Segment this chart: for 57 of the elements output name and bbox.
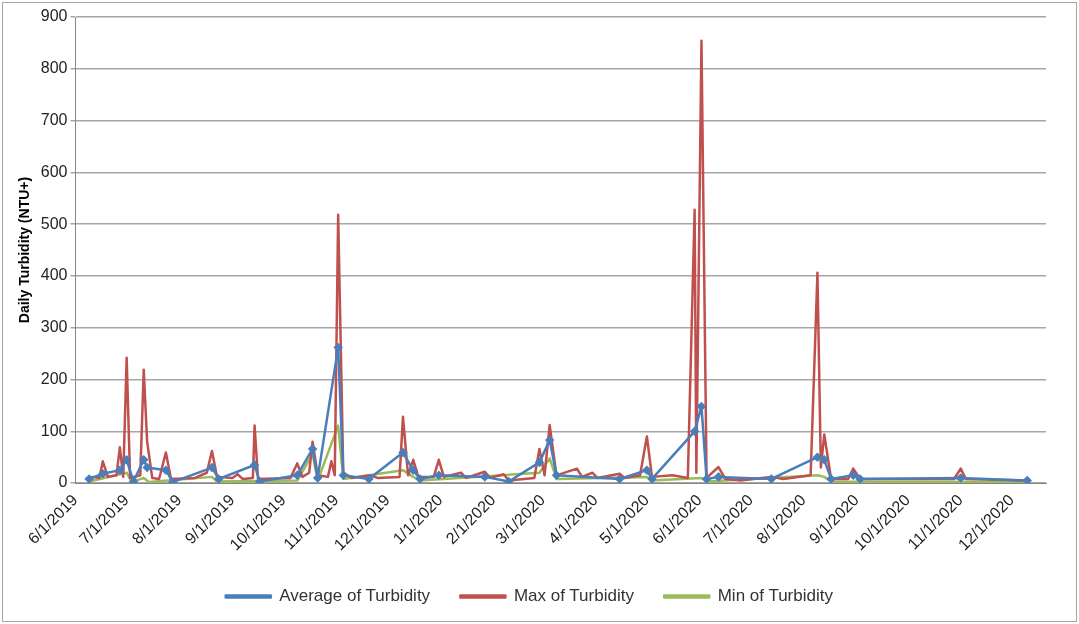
point [142, 463, 152, 472]
point [398, 448, 408, 457]
point [697, 402, 706, 411]
point [333, 343, 343, 352]
point [615, 474, 624, 484]
point [308, 444, 317, 454]
point [504, 477, 513, 484]
point [642, 465, 652, 475]
legend-label: Max of Turbidity [513, 586, 635, 606]
y-tick-label: 600 [40, 162, 68, 180]
point [115, 465, 125, 475]
point [255, 477, 264, 484]
point [408, 465, 418, 475]
point [434, 471, 444, 480]
point [480, 472, 490, 482]
point [714, 472, 723, 482]
point [98, 469, 108, 479]
point [552, 471, 561, 480]
point [849, 471, 858, 480]
point [820, 455, 829, 465]
point [168, 477, 177, 484]
point [139, 455, 148, 465]
legend-label: Average of Turbidity [279, 586, 431, 606]
point [813, 452, 822, 462]
point [956, 473, 965, 483]
y-tick-label: 800 [40, 59, 68, 77]
point [214, 474, 224, 484]
point [767, 474, 776, 484]
legend-label: Min of Turbidity [717, 586, 834, 606]
point [161, 465, 171, 475]
point [313, 473, 322, 483]
point [129, 477, 138, 484]
point [250, 460, 259, 470]
y-tick-label: 400 [40, 266, 68, 284]
point [647, 474, 657, 484]
point [535, 458, 544, 467]
y-tick-label: 0 [58, 473, 68, 491]
y-tick-label: 300 [40, 318, 68, 336]
y-tick-label: 500 [40, 214, 68, 232]
y-axis-title: Daily Turbidity (NTU+) [16, 176, 33, 324]
y-tick-label: 200 [40, 369, 68, 387]
point [122, 455, 131, 465]
y-tick-label: 700 [40, 110, 68, 128]
point [415, 474, 425, 484]
y-tick-label: 900 [40, 7, 68, 25]
point [702, 474, 711, 484]
point [690, 427, 699, 436]
point [364, 474, 374, 484]
point [545, 435, 554, 445]
point [207, 463, 217, 472]
point [855, 474, 865, 484]
point [292, 471, 302, 480]
point [339, 471, 348, 480]
y-tick-label: 100 [40, 421, 68, 439]
point [1022, 476, 1032, 484]
point [84, 474, 94, 484]
point [826, 474, 836, 484]
